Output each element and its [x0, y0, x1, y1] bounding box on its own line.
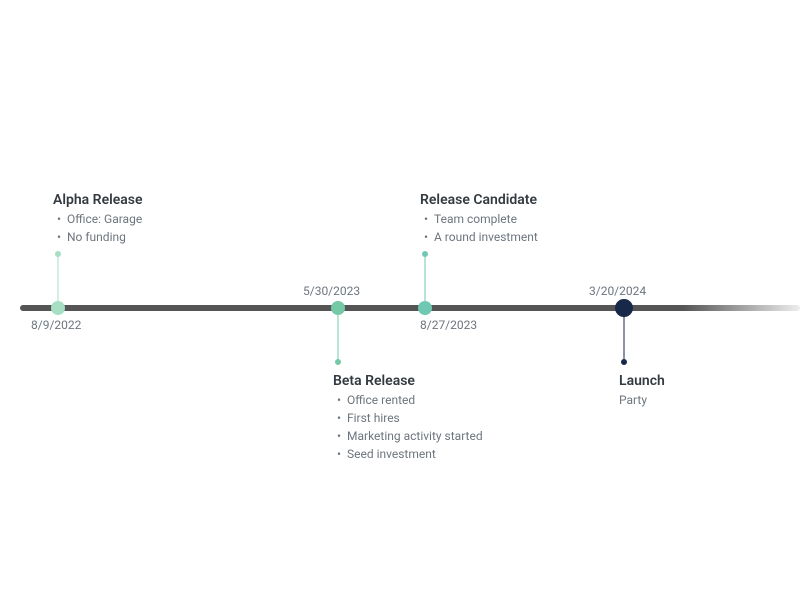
milestone-detail-item: Office rented [333, 391, 483, 409]
milestone-detail-item: Office: Garage [53, 210, 143, 228]
flag-line-beta [338, 314, 339, 362]
flag-line-rc [425, 254, 426, 302]
timeline: 8/9/2022 Alpha Release Office: Garage No… [0, 0, 800, 600]
milestone-content-rc: Release Candidate Team complete A round … [420, 192, 538, 246]
milestone-details-launch: Party [619, 391, 665, 409]
milestone-detail-item: Seed investment [333, 445, 483, 463]
flag-end-alpha [55, 251, 61, 257]
flag-end-rc [422, 251, 428, 257]
milestone-dot-rc [418, 301, 432, 315]
milestone-content-beta: Beta Release Office rented First hires M… [333, 373, 483, 463]
milestone-detail-item: First hires [333, 409, 483, 427]
milestone-detail-item: No funding [53, 228, 143, 246]
milestone-dot-launch [615, 299, 633, 317]
milestone-detail-item: A round investment [420, 228, 538, 246]
flag-line-launch [624, 314, 625, 362]
flag-line-alpha [58, 254, 59, 302]
date-label-alpha: 8/9/2022 [31, 318, 81, 332]
milestone-dot-beta [331, 301, 345, 315]
milestone-details-alpha: Office: Garage No funding [53, 210, 143, 246]
milestone-details-beta: Office rented First hires Marketing acti… [333, 391, 483, 463]
milestone-detail-item: Team complete [420, 210, 538, 228]
timeline-axis [20, 305, 800, 311]
date-label-rc: 8/27/2023 [420, 318, 477, 332]
milestone-content-alpha: Alpha Release Office: Garage No funding [53, 192, 143, 246]
milestone-details-rc: Team complete A round investment [420, 210, 538, 246]
flag-end-launch [621, 359, 627, 365]
milestone-content-launch: Launch Party [619, 373, 665, 409]
milestone-detail-item: Marketing activity started [333, 427, 483, 445]
milestone-dot-alpha [51, 301, 65, 315]
flag-end-beta [335, 359, 341, 365]
milestone-title-rc: Release Candidate [420, 192, 538, 208]
milestone-title-launch: Launch [619, 373, 665, 389]
date-label-launch: 3/20/2024 [589, 284, 646, 298]
milestone-title-beta: Beta Release [333, 373, 483, 389]
milestone-title-alpha: Alpha Release [53, 192, 143, 208]
date-label-beta: 5/30/2023 [303, 284, 360, 298]
